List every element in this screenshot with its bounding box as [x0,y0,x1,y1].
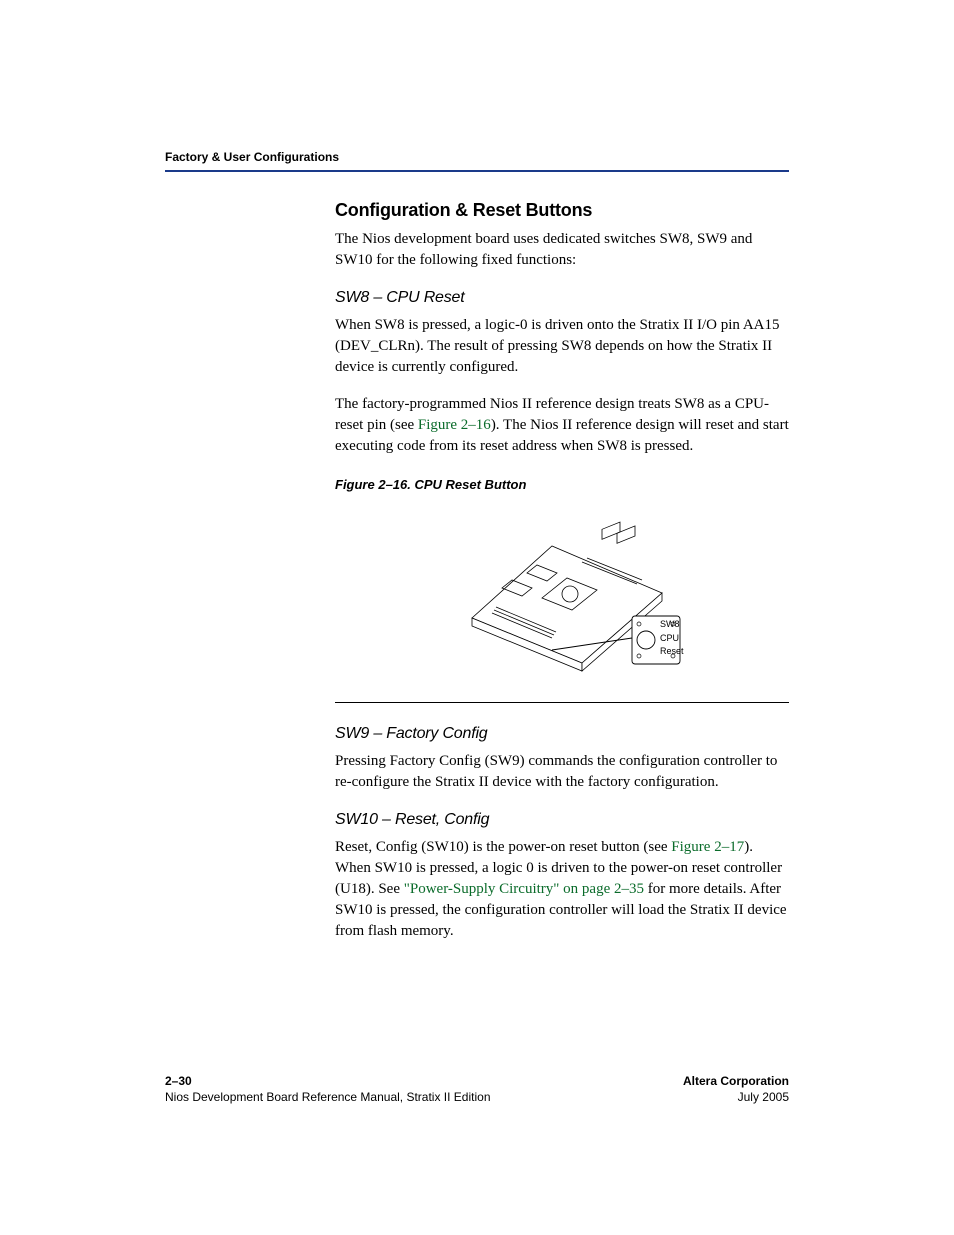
callout-line2: CPU [660,633,679,643]
header-rule [165,170,789,172]
sw9-heading: SW9 – Factory Config [335,725,789,743]
sw8-paragraph-1: When SW8 is pressed, a logic-0 is driven… [335,315,789,378]
footer-right: Altera Corporation July 2005 [683,1073,789,1105]
callout-line1: SW8 [660,619,680,629]
figure-separator-rule [335,702,789,703]
manual-title: Nios Development Board Reference Manual,… [165,1089,491,1105]
sw10-paragraph-1: Reset, Config (SW10) is the power-on res… [335,837,789,942]
sw8-heading: SW8 – CPU Reset [335,289,789,307]
sw10-heading: SW10 – Reset, Config [335,811,789,829]
power-supply-circuitry-link[interactable]: "Power-Supply Circuitry" on page 2–35 [404,881,644,897]
callout-line3: Reset [660,646,684,656]
callout-box: SW8 CPU Reset [632,616,684,664]
cpu-reset-board-diagram: SW8 CPU Reset [432,498,692,678]
page: Factory & User Configurations Configurat… [0,0,954,942]
figure-2-17-link[interactable]: Figure 2–17 [671,839,744,855]
figure-caption: Figure 2–16. CPU Reset Button [335,477,789,492]
section-intro: The Nios development board uses dedicate… [335,229,789,271]
sw8-paragraph-2: The factory-programmed Nios II reference… [335,394,789,457]
sw10-p1-a: Reset, Config (SW10) is the power-on res… [335,839,671,855]
section-heading: Configuration & Reset Buttons [335,200,789,221]
figure-2-16-link[interactable]: Figure 2–16 [418,417,491,433]
page-number: 2–30 [165,1073,491,1089]
running-header: Factory & User Configurations [165,150,789,164]
page-footer: 2–30 Nios Development Board Reference Ma… [165,1073,789,1105]
corporation: Altera Corporation [683,1073,789,1089]
footer-left: 2–30 Nios Development Board Reference Ma… [165,1073,491,1105]
content-column: Configuration & Reset Buttons The Nios d… [335,200,789,942]
figure-2-16: SW8 CPU Reset [335,498,789,678]
footer-date: July 2005 [683,1089,789,1105]
sw9-paragraph-1: Pressing Factory Config (SW9) commands t… [335,751,789,793]
